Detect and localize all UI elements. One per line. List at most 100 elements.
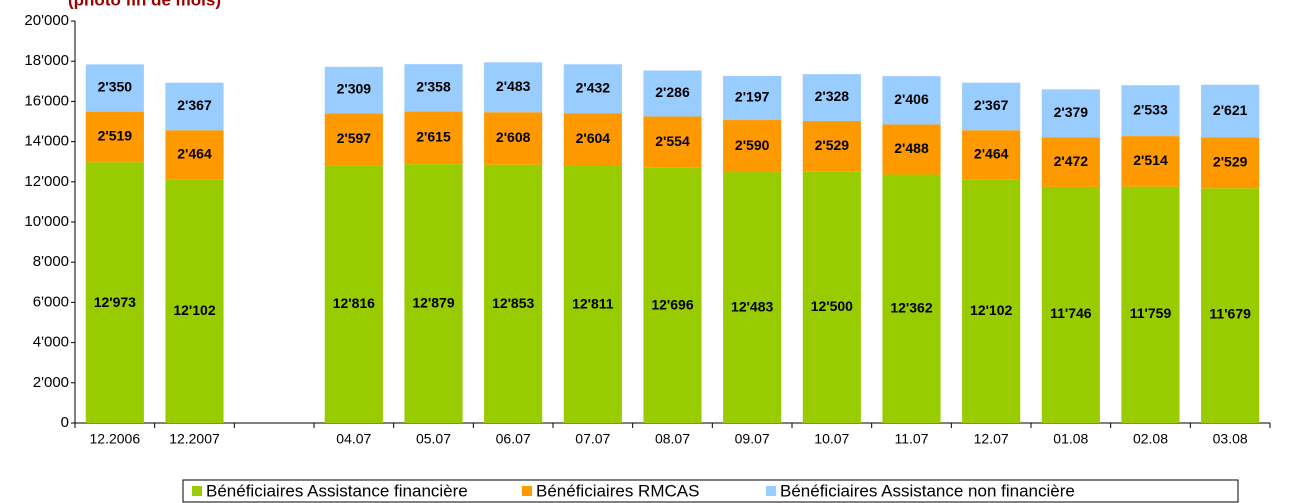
value-label: 2'621 [1213, 102, 1248, 118]
value-label: 2'432 [576, 79, 611, 95]
value-label: 12'816 [333, 295, 375, 311]
bar-segment [1201, 188, 1260, 423]
x-tick-label: 03.08 [1213, 431, 1248, 447]
x-tick-label: 02.08 [1133, 431, 1168, 447]
y-tick-label: 12'000 [24, 173, 69, 190]
x-tick-label: 12.2007 [169, 431, 220, 447]
y-tick-label: 2'000 [33, 374, 69, 391]
y-tick-label: 16'000 [24, 92, 69, 109]
value-label: 2'597 [337, 130, 372, 146]
x-tick-label: 01.08 [1053, 431, 1088, 447]
value-label: 2'488 [894, 140, 929, 156]
bar-segment [1201, 137, 1260, 189]
value-label: 11'679 [1209, 306, 1251, 322]
y-tick-label: 18'000 [24, 52, 69, 69]
bar-segment [484, 62, 543, 113]
value-label: 2'379 [1054, 104, 1089, 120]
x-tick-label: 04.07 [336, 431, 371, 447]
y-tick-label: 6'000 [33, 293, 69, 310]
value-label: 2'358 [416, 79, 451, 95]
bar-segment [85, 64, 144, 112]
value-label: 12'483 [731, 298, 773, 314]
value-label: 2'286 [655, 84, 690, 100]
bar-segment [1041, 89, 1100, 138]
bar-segment [723, 75, 782, 121]
value-label: 12'879 [412, 295, 454, 311]
value-label: 2'367 [177, 97, 212, 113]
value-label: 11'746 [1050, 305, 1092, 321]
value-label: 2'464 [974, 146, 1009, 162]
x-tick-label: 08.07 [655, 431, 690, 447]
legend-swatch [522, 486, 532, 496]
bar-segment [324, 165, 383, 423]
value-label: 2'615 [416, 129, 451, 145]
bar-segment [962, 179, 1021, 423]
x-tick-label: 12.07 [974, 431, 1009, 447]
bar-segment [1121, 136, 1180, 187]
bar-segment [563, 64, 622, 114]
x-tick-label: 07.07 [575, 431, 610, 447]
value-label: 2'590 [735, 137, 770, 153]
bar-segment [643, 116, 702, 168]
bar-segment [165, 130, 224, 180]
value-label: 2'554 [655, 133, 690, 149]
value-label: 2'533 [1133, 101, 1168, 117]
value-label: 2'529 [1213, 154, 1248, 170]
legend-label: Bénéficiaires Assistance non financière [780, 481, 1075, 500]
value-label: 2'483 [496, 78, 531, 94]
x-tick-label: 09.07 [735, 431, 770, 447]
value-label: 2'472 [1054, 153, 1089, 169]
legend-swatch [192, 486, 202, 496]
bar-segment [404, 111, 463, 165]
bar-segment [962, 82, 1021, 131]
bar-segment [324, 113, 383, 166]
bar-segment [1121, 186, 1180, 423]
legend-swatch [766, 486, 776, 496]
value-label: 2'328 [815, 88, 850, 104]
value-label: 2'350 [98, 79, 133, 95]
value-label: 12'500 [811, 298, 853, 314]
bar-segment [882, 76, 941, 125]
bar-segment [882, 124, 941, 175]
bar-segment [882, 174, 941, 423]
value-label: 2'464 [177, 146, 212, 162]
bar-segment [165, 179, 224, 423]
legend-box [182, 479, 1239, 503]
bar-segment [404, 64, 463, 112]
value-label: 11'759 [1130, 305, 1172, 321]
value-label: 2'514 [1133, 152, 1168, 168]
value-label: 2'309 [337, 81, 372, 97]
y-tick-label: 4'000 [33, 334, 69, 351]
bar-segment [1041, 137, 1100, 187]
bar-segment [643, 167, 702, 423]
bar-segment [802, 120, 861, 172]
x-tick-label: 05.07 [416, 431, 451, 447]
value-label: 2'519 [98, 128, 133, 144]
legend-label: Bénéficiaires RMCAS [536, 481, 699, 500]
value-label: 12'973 [94, 294, 136, 310]
value-label: 12'362 [890, 299, 932, 315]
bar-segment [484, 112, 543, 165]
value-label: 12'102 [173, 302, 215, 318]
y-tick-label: 10'000 [24, 213, 69, 230]
value-label: 2'604 [576, 130, 611, 146]
y-tick-label: 0 [61, 414, 69, 431]
bar-segment [723, 120, 782, 173]
y-tick-label: 14'000 [24, 133, 69, 150]
x-tick-label: 12.2006 [90, 431, 141, 447]
value-label: 2'608 [496, 129, 531, 145]
bar-segment [962, 130, 1021, 180]
value-label: 2'406 [894, 91, 929, 107]
bar-segment [324, 66, 383, 114]
value-label: 12'811 [572, 295, 614, 311]
x-tick-label: 10.07 [814, 431, 849, 447]
bar-segment [165, 82, 224, 131]
value-label: 2'529 [815, 137, 850, 153]
bar-segment [404, 164, 463, 424]
x-tick-label: 06.07 [496, 431, 531, 447]
bar-segment [1121, 85, 1180, 137]
y-tick-label: 8'000 [33, 253, 69, 270]
value-label: 12'853 [492, 295, 534, 311]
x-tick-label: 11.07 [895, 431, 929, 447]
